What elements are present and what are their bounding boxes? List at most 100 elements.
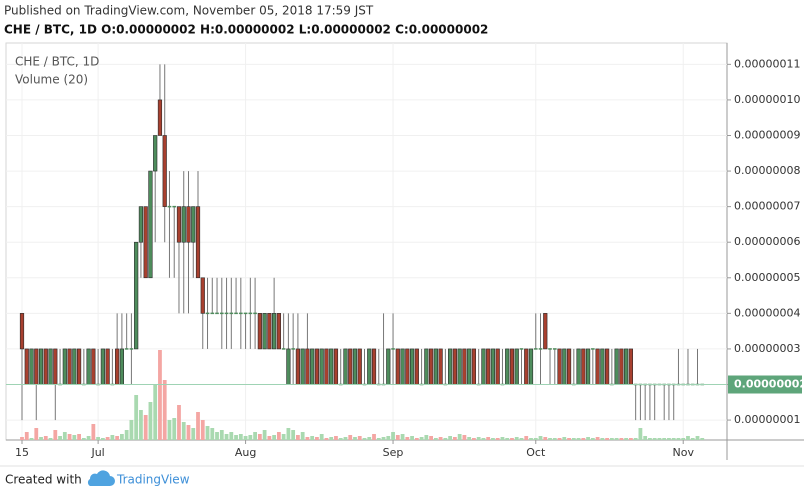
volume-bar bbox=[452, 437, 457, 440]
volume-bar bbox=[276, 432, 281, 440]
volume-bar bbox=[39, 437, 43, 440]
volume-bar bbox=[262, 430, 267, 440]
volume-bar bbox=[177, 405, 181, 440]
candle-body bbox=[605, 348, 610, 385]
volume-bar bbox=[538, 436, 543, 440]
volume-bar bbox=[690, 438, 695, 440]
volume-bar bbox=[648, 438, 652, 440]
volume-bar bbox=[624, 438, 629, 440]
volume-bar bbox=[362, 438, 367, 440]
candle-body bbox=[300, 348, 305, 385]
volume-bar bbox=[281, 434, 286, 440]
volume-bar bbox=[605, 438, 610, 440]
volume-bar bbox=[386, 436, 391, 440]
volume-bar bbox=[614, 438, 619, 440]
chart-layer: 0.00000001 0.00000002 0.00000003 0.00000004… bbox=[6, 43, 804, 459]
volume-bar bbox=[96, 437, 101, 440]
volume-bar bbox=[462, 435, 467, 440]
volume-bar bbox=[343, 437, 348, 440]
volume-bar bbox=[215, 432, 219, 440]
candle-body bbox=[162, 135, 167, 207]
candle-body bbox=[195, 206, 201, 279]
volume-bar bbox=[119, 434, 124, 440]
logo-cloud bbox=[87, 470, 115, 486]
candle-body bbox=[53, 348, 58, 385]
candle-body bbox=[105, 348, 110, 385]
volume-bar bbox=[472, 438, 476, 440]
y-tick-label: 0.00000010 bbox=[734, 93, 800, 106]
candle-body bbox=[562, 348, 567, 385]
volume-bar bbox=[700, 438, 705, 440]
volume-bar bbox=[181, 422, 186, 440]
candle-body bbox=[119, 348, 124, 385]
volume-bar bbox=[410, 436, 414, 440]
volume-bar bbox=[638, 428, 643, 440]
volume-bar bbox=[671, 438, 676, 440]
y-tick-label: 0.00000007 bbox=[734, 200, 800, 213]
candle-body bbox=[481, 348, 486, 385]
volume-bar bbox=[67, 434, 72, 440]
volume-bar bbox=[334, 436, 338, 440]
candle-body bbox=[628, 348, 633, 385]
candle-body bbox=[305, 348, 310, 385]
volume-bar bbox=[552, 438, 557, 440]
volume-bar bbox=[72, 435, 77, 440]
volume-bar bbox=[100, 438, 105, 440]
volume-bar bbox=[186, 425, 191, 440]
volume-bar bbox=[600, 438, 605, 440]
candle-body bbox=[371, 348, 377, 385]
volume-bar bbox=[510, 438, 514, 440]
volume-bar bbox=[667, 438, 671, 440]
candle-body bbox=[86, 348, 91, 385]
volume-bar bbox=[391, 432, 395, 440]
y-tick-label: 0.00000006 bbox=[734, 235, 800, 248]
volume-bar bbox=[267, 436, 272, 440]
volume-bar bbox=[548, 438, 552, 440]
candle-body bbox=[557, 348, 562, 385]
brand-logo[interactable]: TradingView bbox=[87, 470, 190, 487]
volume-bar bbox=[129, 420, 134, 440]
candle-body bbox=[319, 348, 324, 385]
candle-body bbox=[509, 348, 515, 385]
volume-legend: Volume (20) bbox=[15, 73, 88, 87]
candle-body bbox=[76, 348, 82, 385]
candle-body bbox=[262, 313, 267, 350]
volume-bar bbox=[372, 434, 376, 440]
volume-bar bbox=[134, 395, 139, 440]
volume-bar bbox=[381, 437, 386, 440]
volume-bar bbox=[581, 438, 586, 440]
candle-body bbox=[310, 348, 315, 385]
volume-bar bbox=[253, 432, 257, 440]
symbol-legend: CHE / BTC, 1D bbox=[15, 55, 99, 69]
volume-bar bbox=[24, 432, 29, 440]
y-tick-label: 0.00000009 bbox=[734, 128, 800, 141]
volume-bar bbox=[81, 438, 86, 440]
volume-bar bbox=[429, 436, 434, 440]
volume-bar bbox=[395, 435, 400, 440]
volume-bar bbox=[567, 438, 571, 440]
y-tick-label: 0.00000004 bbox=[734, 306, 800, 319]
volume-bar bbox=[234, 435, 238, 440]
volume-bar bbox=[562, 437, 567, 440]
candle-body bbox=[619, 348, 624, 385]
candle-body bbox=[100, 348, 105, 385]
volume-bar bbox=[124, 430, 129, 440]
volume-bar bbox=[86, 436, 91, 440]
volume-bar bbox=[628, 438, 633, 440]
candle-body bbox=[19, 313, 25, 350]
candle-body bbox=[543, 313, 548, 350]
volume-bar bbox=[291, 430, 296, 440]
volume-bar bbox=[43, 436, 48, 440]
volume-bar bbox=[105, 437, 110, 440]
volume-bar bbox=[586, 437, 590, 440]
x-tick-label: Nov bbox=[672, 446, 694, 459]
volume-bar bbox=[34, 428, 39, 440]
x-tick-label: 15 bbox=[15, 446, 29, 459]
candle-body bbox=[424, 348, 429, 385]
candle-body bbox=[333, 348, 339, 385]
volume-bar bbox=[414, 438, 419, 440]
volume-bar bbox=[419, 437, 424, 440]
candle-body bbox=[490, 348, 496, 385]
volume-bar bbox=[229, 432, 234, 440]
